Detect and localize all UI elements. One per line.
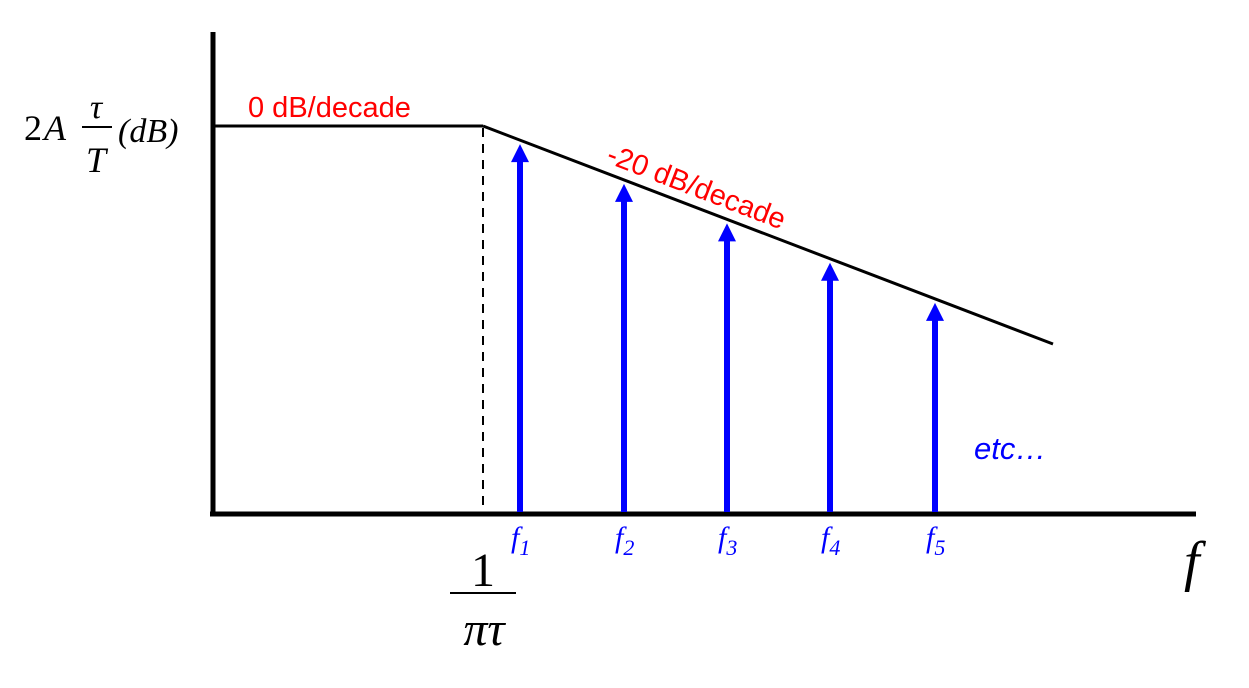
harmonic-label-2: f2 (615, 521, 634, 560)
envelope-falling-segment (482, 124, 1054, 346)
harmonic-lines: f1 f2 f3 f4 f5 (511, 144, 945, 560)
flat-slope-label: 0 dB/decade (248, 92, 411, 124)
harmonic-arrowhead-2 (615, 183, 633, 202)
harmonic-label-3: f3 (718, 521, 737, 560)
harmonic-arrowhead-1 (511, 144, 529, 163)
harmonic-arrowhead-5 (926, 302, 944, 321)
corner-label-numerator: 1 (471, 544, 495, 597)
y-label-denominator: T (86, 140, 109, 180)
corner-label-denominator: πτ (463, 603, 506, 656)
y-axis-label: 2 A τ T (dB) (24, 89, 178, 180)
falling-slope-label: -20 dB/decade (602, 139, 790, 236)
y-label-coefficient: 2 (24, 108, 42, 148)
continuation-label: etc… (974, 431, 1046, 466)
y-label-suffix: (dB) (118, 113, 178, 150)
y-label-numerator: τ (90, 89, 104, 126)
harmonic-arrowhead-4 (821, 262, 839, 281)
corner-frequency-label: 1 πτ (450, 544, 516, 656)
x-axis-label: f (1184, 531, 1207, 593)
harmonic-arrowhead-3 (718, 223, 736, 242)
harmonic-label-5: f5 (926, 521, 945, 560)
harmonic-label-4: f4 (821, 521, 840, 560)
y-label-amplitude: A (42, 108, 67, 148)
harmonic-label-1: f1 (511, 521, 530, 560)
